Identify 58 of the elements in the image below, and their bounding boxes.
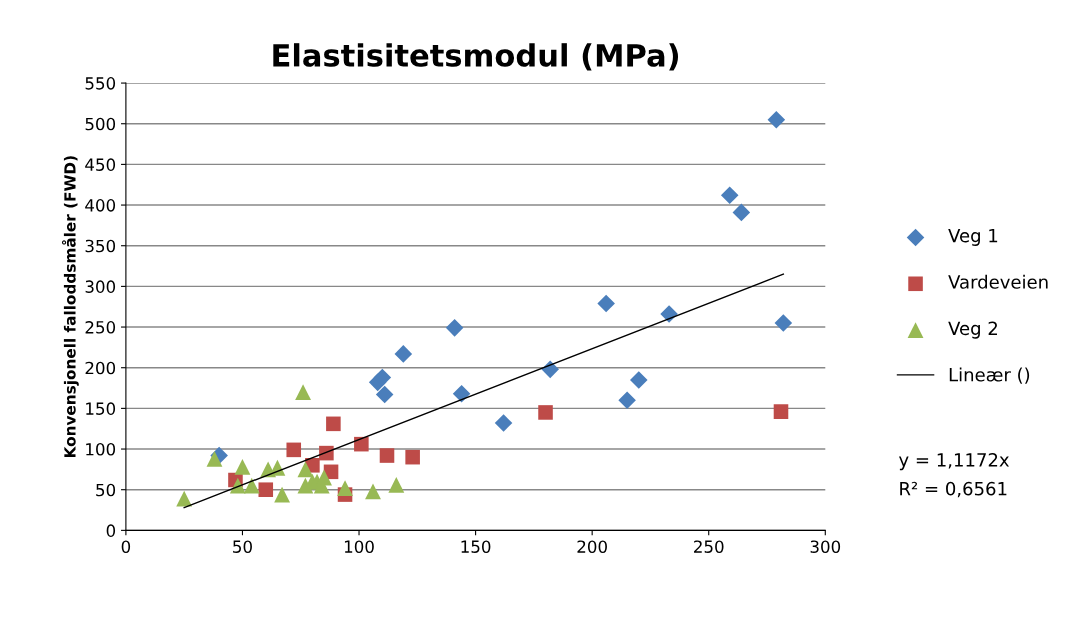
point <box>176 490 193 507</box>
legend-label: Veg 2 <box>948 321 997 339</box>
point <box>405 449 420 465</box>
y-tick-label: 500 <box>85 117 116 131</box>
y-axis-title: Konvensjonell falloddsmåler (FWD) <box>61 156 79 458</box>
point <box>337 480 353 496</box>
point <box>354 436 369 452</box>
point <box>452 384 471 403</box>
point <box>258 482 274 497</box>
point <box>373 368 392 387</box>
point <box>243 477 260 494</box>
legend-label: Vardeveien <box>948 274 1048 289</box>
legend-label: Veg 1 <box>948 228 998 246</box>
point <box>274 486 291 503</box>
x-tick-label: 250 <box>694 540 724 553</box>
text: y = 1,1172x <box>899 453 1010 471</box>
y-tick-label: 450 <box>85 158 116 171</box>
y-tick-label: 50 <box>96 483 116 497</box>
point <box>234 459 251 475</box>
point <box>365 483 381 500</box>
x-tick-label: 300 <box>810 540 841 553</box>
point <box>295 384 311 401</box>
y-tick-label: 200 <box>85 361 116 375</box>
point <box>388 476 405 493</box>
point <box>538 405 553 420</box>
point <box>394 345 413 363</box>
x-tick-label: 200 <box>577 540 607 553</box>
text: R² = 0,6561 <box>900 481 1007 498</box>
x-tick-label: 150 <box>461 540 491 553</box>
point <box>732 203 751 222</box>
point <box>618 391 636 410</box>
point <box>286 442 302 458</box>
point <box>326 416 341 432</box>
point <box>773 404 789 419</box>
x-tick-label: 100 <box>344 540 374 553</box>
y-tick-label: 250 <box>85 321 116 334</box>
point <box>206 450 223 467</box>
x-tick-label: 50 <box>233 540 252 553</box>
legend-label: Lineær () <box>949 367 1030 384</box>
point <box>767 110 786 129</box>
point <box>445 319 464 337</box>
point <box>597 294 615 313</box>
y-tick-label: 400 <box>85 199 116 212</box>
point <box>494 414 513 432</box>
y-tick-label: 350 <box>85 239 116 253</box>
point <box>720 186 739 205</box>
y-tick-label: 0 <box>106 524 116 537</box>
y-tick-label: 300 <box>85 280 116 293</box>
x-tick-label: 0 <box>121 540 131 553</box>
point <box>630 371 648 389</box>
point <box>379 448 395 463</box>
y-tick-label: 550 <box>85 77 116 90</box>
point <box>774 314 793 332</box>
y-tick-label: 100 <box>86 443 116 456</box>
point <box>297 461 314 478</box>
chart-title: Elastisitetsmodul (MPa) <box>273 43 679 71</box>
point <box>375 385 394 404</box>
y-tick-label: 150 <box>86 402 116 415</box>
